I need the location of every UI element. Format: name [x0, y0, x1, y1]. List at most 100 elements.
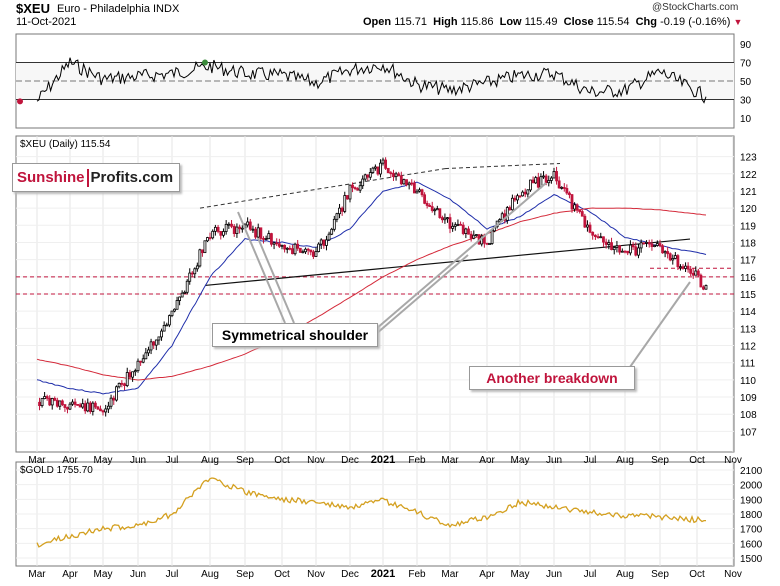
- candle-body: [115, 386, 118, 401]
- gold-x-tick-label: Mar: [441, 569, 459, 580]
- shoulder-pointer-right2: [375, 182, 547, 330]
- candle-body: [583, 215, 587, 228]
- candle-body: [399, 175, 403, 185]
- candle-body: [565, 188, 569, 194]
- candle-body: [222, 231, 225, 236]
- main-y-tick-label: 112: [740, 342, 756, 353]
- candle-body: [330, 228, 334, 235]
- candle-body: [453, 224, 457, 227]
- candle-body: [570, 194, 574, 210]
- candle-body: [410, 182, 414, 185]
- candle-body: [671, 258, 675, 261]
- candle-body: [272, 242, 276, 245]
- candle-body: [405, 179, 408, 186]
- candle-body: [397, 173, 401, 177]
- candle-body: [366, 174, 370, 178]
- candle-body: [376, 166, 380, 175]
- gold-x-tick-label: Sep: [651, 569, 669, 580]
- candle-body: [149, 341, 153, 351]
- candle-body: [699, 274, 703, 288]
- candle-body: [521, 191, 525, 197]
- candle-body: [165, 324, 169, 327]
- candle-body: [264, 238, 268, 241]
- candle-body: [246, 221, 250, 226]
- candle-body: [117, 382, 121, 388]
- candle-body: [534, 177, 538, 184]
- main-x-tick-label: 2021: [371, 454, 395, 466]
- candle-body: [291, 248, 294, 255]
- main-x-tick-label: May: [511, 455, 530, 466]
- candle-body: [40, 398, 44, 407]
- candle-body: [361, 178, 365, 187]
- logo-part1: Sunshine: [17, 169, 85, 186]
- gold-x-tick-label: Jun: [546, 569, 562, 580]
- candle-body: [394, 173, 398, 177]
- candle-body: [227, 223, 231, 226]
- candle-body: [490, 230, 494, 244]
- candle-body: [510, 197, 514, 211]
- candle-body: [93, 402, 97, 408]
- chart-date: 11-Oct-2021: [16, 16, 77, 28]
- gold-x-tick-label: Apr: [479, 569, 495, 580]
- candle-body: [78, 404, 82, 408]
- candle-body: [599, 236, 603, 239]
- down-triangle-icon: ▼: [733, 17, 743, 27]
- main-x-tick-label: Mar: [28, 455, 46, 466]
- main-y-tick-label: 107: [740, 427, 757, 438]
- candle-body: [448, 217, 452, 229]
- shoulder-pointer-left: [257, 237, 295, 324]
- candle-body: [183, 291, 187, 294]
- candle-body: [696, 270, 700, 276]
- candle-body: [379, 162, 382, 175]
- candle-body: [325, 239, 328, 246]
- gold-x-tick-label: May: [511, 569, 530, 580]
- candle-body: [531, 179, 535, 184]
- candle-body: [628, 244, 632, 254]
- main-y-tick-label: 115: [740, 290, 756, 301]
- candle-body: [96, 406, 100, 410]
- candle-body: [240, 227, 244, 230]
- symbol: $XEU: [16, 1, 50, 16]
- gold-x-tick-label: Jun: [130, 569, 146, 580]
- candle-body: [332, 218, 336, 230]
- main-x-tick-label: Jul: [166, 455, 179, 466]
- candle-body: [152, 341, 156, 346]
- main-y-tick-label: 123: [740, 153, 757, 164]
- candle-body: [311, 251, 315, 257]
- candle-body: [81, 403, 85, 408]
- candle-body: [508, 207, 512, 211]
- candle-body: [526, 189, 530, 195]
- candle-body: [200, 249, 204, 254]
- candle-body: [588, 224, 592, 233]
- gold-x-tick-label: May: [94, 569, 113, 580]
- candle-body: [451, 225, 455, 229]
- candle-body: [655, 243, 659, 246]
- candle-body: [128, 372, 132, 378]
- candle-body: [612, 247, 616, 251]
- candle-body: [381, 159, 385, 164]
- candle-body: [702, 286, 705, 290]
- candle-body: [43, 396, 47, 399]
- breakdown-annotation: Another breakdown: [469, 366, 635, 390]
- main-y-tick-label: 111: [740, 359, 756, 370]
- candle-body: [188, 272, 192, 282]
- candle-body: [666, 251, 670, 255]
- candle-body: [131, 371, 135, 378]
- gold-y-tick-label: 1900: [740, 495, 763, 506]
- main-y-tick-label: 109: [740, 393, 757, 404]
- candle-body: [314, 251, 318, 257]
- candle-body: [224, 223, 228, 232]
- chg-value: -0.19 (-0.16%): [660, 16, 731, 28]
- main-y-tick-label: 118: [740, 238, 756, 249]
- candle-body: [99, 408, 102, 412]
- candle-body: [536, 177, 540, 188]
- candle-body: [568, 192, 571, 196]
- candle-body: [259, 227, 263, 239]
- candle-body: [686, 265, 690, 270]
- candle-body: [544, 175, 548, 184]
- upper-dashed-trendline: [444, 162, 561, 170]
- candle-body: [109, 397, 113, 407]
- candle-body: [604, 241, 608, 245]
- candle-body: [76, 404, 80, 406]
- candle-body: [420, 189, 424, 196]
